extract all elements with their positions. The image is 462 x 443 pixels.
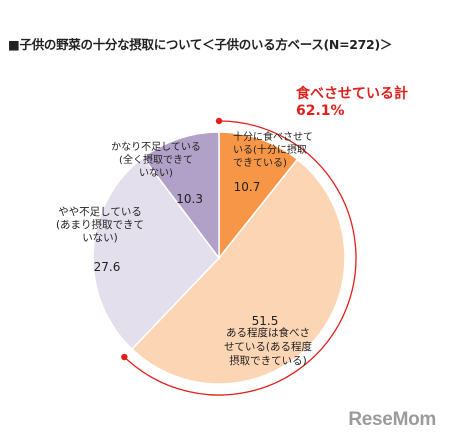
slice-value-3: 10.3 (176, 192, 203, 206)
slice-label-0-line-0: 十分に食べさせて (233, 130, 313, 143)
slice-label-3-line-2: いない) (139, 167, 173, 179)
slice-value-2: 27.6 (94, 260, 121, 274)
pie-slices (92, 131, 346, 385)
slice-value-1: 51.5 (252, 314, 279, 328)
slice-label-0-line-1: いる(十分に摂取 (233, 143, 307, 156)
slice-label-2-line-2: いない) (82, 232, 118, 244)
pie-slice-0 (218, 131, 299, 261)
slice-label-1-line-1: せている(ある程度 (224, 340, 313, 353)
total-value: 62.1% (296, 103, 345, 119)
total-bracket-dot-1 (121, 353, 128, 361)
slice-label-3-line-0: かなり不足している (111, 141, 201, 153)
total-bracket-arc (123, 120, 357, 396)
slice-label-2-line-1: (あまり摂取できて (56, 218, 144, 231)
total-arc (121, 117, 357, 396)
slice-label-3-line-1: (全く摂取できて (119, 153, 193, 166)
slice-label-1-line-0: ある程度は食べさ (226, 326, 310, 339)
pie-slice-1 (130, 158, 346, 385)
chart-title: ■子供の野菜の十分な摂取について＜子供のいる方ベース(N=272)＞ (8, 37, 393, 52)
total-label: 食べさせている計 (296, 85, 408, 102)
pie-slice-3 (142, 131, 220, 261)
pie-slice-2 (92, 156, 220, 351)
slice-label-2-line-0: やや不足している (58, 206, 142, 218)
slice-label-1-line-2: 摂取できている) (229, 354, 307, 367)
watermark-logo: ReseMom (348, 409, 436, 430)
slice-label-0-line-2: できている) (233, 157, 287, 169)
total-bracket-dot-0 (215, 117, 223, 125)
slice-value-0: 10.7 (234, 180, 261, 194)
